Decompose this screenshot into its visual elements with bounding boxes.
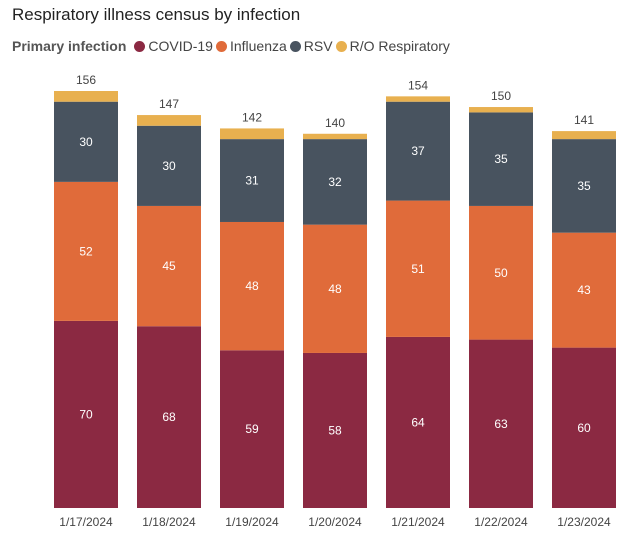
x-tick-label: 1/20/2024 (308, 515, 362, 529)
x-tick-label: 1/17/2024 (59, 515, 113, 529)
x-tick-label: 1/21/2024 (391, 515, 445, 529)
bar-segment-influenza (54, 181, 118, 321)
bar-segment-r-o-respiratory (469, 107, 533, 113)
data-label-covid-19: 70 (79, 407, 93, 421)
legend-item-covid-19: COVID-19 (134, 38, 213, 54)
x-tick-label: 1/19/2024 (225, 515, 279, 529)
data-label-influenza: 50 (494, 266, 508, 280)
bar-segment-covid-19 (303, 352, 367, 508)
data-label-rsv: 37 (411, 144, 425, 158)
total-label: 147 (159, 97, 179, 111)
legend-swatch (289, 40, 301, 52)
bar-segment-r-o-respiratory (137, 115, 201, 126)
legend-label: Influenza (229, 38, 287, 54)
legend: Primary infection COVID-19 Influenza RSV R/… (12, 37, 453, 55)
bar-segment-rsv (54, 101, 118, 182)
bar-segment-rsv (469, 112, 533, 206)
bar-segment-r-o-respiratory (386, 96, 450, 102)
data-label-covid-19: 60 (577, 421, 591, 435)
total-label: 142 (242, 110, 262, 124)
x-tick-label: 1/18/2024 (142, 515, 196, 529)
bar-segment-covid-19 (469, 339, 533, 508)
x-tick-label: 1/23/2024 (557, 515, 611, 529)
legend-title: Primary infection (12, 38, 127, 54)
data-label-covid-19: 64 (411, 415, 425, 429)
bar-segment-rsv (303, 139, 367, 225)
bar-segment-rsv (386, 101, 450, 201)
data-label-influenza: 45 (162, 259, 176, 273)
bar-segment-covid-19 (552, 347, 616, 508)
data-label-influenza: 48 (245, 279, 259, 293)
bar-segment-rsv (137, 125, 201, 206)
bar-segment-r-o-respiratory (303, 133, 367, 140)
data-label-influenza: 51 (411, 262, 425, 276)
legend-item-rsv: RSV (289, 38, 333, 54)
bar-segment-r-o-respiratory (552, 131, 616, 140)
data-label-influenza: 52 (79, 244, 93, 258)
legend-swatch (335, 40, 347, 52)
bar-segment-rsv (552, 139, 616, 233)
bar-segment-influenza (386, 200, 450, 337)
legend-label: RSV (303, 38, 333, 54)
legend-swatch (215, 40, 227, 52)
bar-segment-influenza (303, 224, 367, 353)
bar-segment-rsv (220, 139, 284, 222)
data-label-covid-19: 59 (245, 422, 259, 436)
data-label-rsv: 35 (494, 152, 508, 166)
legend-item-influenza: Influenza (215, 38, 287, 54)
legend-swatch (134, 40, 146, 52)
bar-segment-influenza (552, 232, 616, 348)
legend-items: COVID-19 Influenza RSV R/O Respiratory (134, 38, 453, 54)
bar-segment-influenza (469, 205, 533, 340)
data-label-rsv: 31 (245, 174, 259, 188)
data-label-rsv: 30 (162, 159, 176, 173)
bar-segment-covid-19 (54, 320, 118, 508)
chart-title: Respiratory illness census by infection (12, 5, 301, 24)
data-label-rsv: 30 (79, 135, 93, 149)
data-label-rsv: 32 (328, 175, 342, 189)
bar-segment-r-o-respiratory (220, 128, 284, 140)
legend-item-r-o-respiratory: R/O Respiratory (335, 38, 450, 54)
legend-label: COVID-19 (148, 38, 213, 54)
data-label-covid-19: 63 (494, 417, 508, 431)
total-label: 156 (76, 73, 96, 87)
data-label-influenza: 43 (577, 283, 591, 297)
bar-segment-influenza (220, 221, 284, 351)
bar-segment-covid-19 (137, 326, 201, 508)
total-label: 154 (408, 78, 428, 92)
data-label-covid-19: 68 (162, 410, 176, 424)
bar-segment-covid-19 (386, 336, 450, 508)
total-label: 150 (491, 89, 511, 103)
bar-segment-covid-19 (220, 350, 284, 508)
total-label: 140 (325, 116, 345, 130)
data-label-covid-19: 58 (328, 423, 342, 437)
data-label-influenza: 48 (328, 282, 342, 296)
data-label-rsv: 35 (577, 179, 591, 193)
bar-segment-r-o-respiratory (54, 91, 118, 102)
total-label: 141 (574, 113, 594, 127)
bar-segment-influenza (137, 205, 201, 327)
x-tick-label: 1/22/2024 (474, 515, 528, 529)
legend-label: R/O Respiratory (349, 38, 450, 54)
